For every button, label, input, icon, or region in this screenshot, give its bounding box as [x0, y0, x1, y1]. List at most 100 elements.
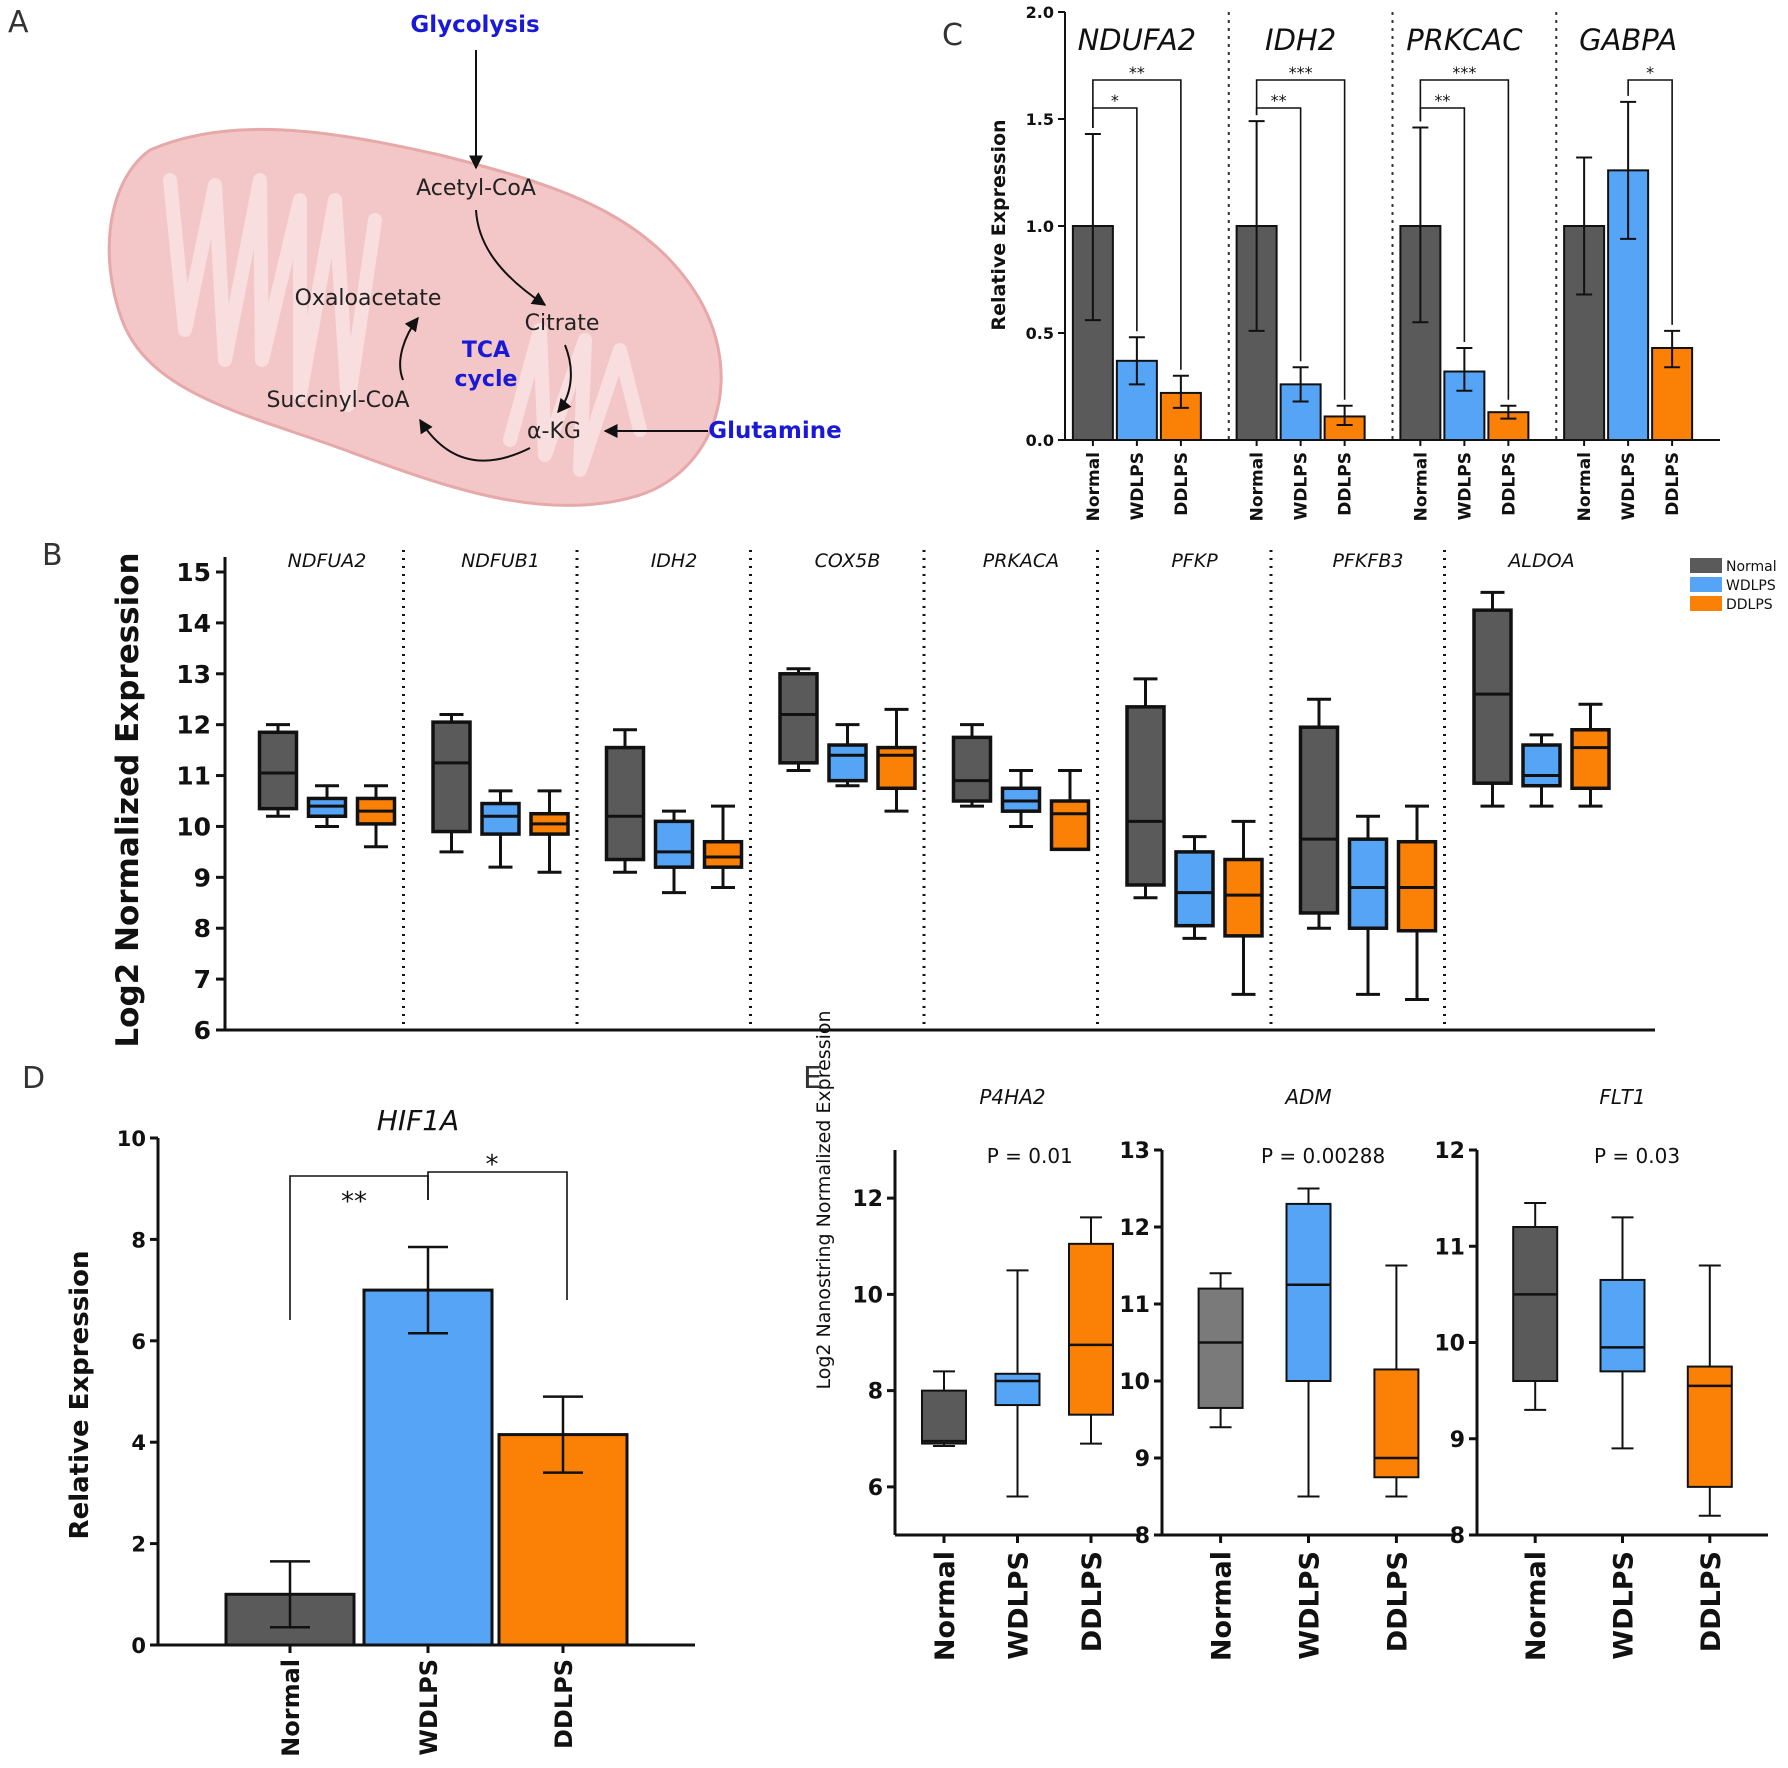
glycolysis-label: Glycolysis [410, 12, 539, 38]
panel-e-xtick-label: Normal [1207, 1551, 1238, 1661]
panel-c-gene-title: NDUFA2 [1078, 23, 1197, 57]
panel-c-xtick-label: DDLPS [1663, 452, 1683, 516]
panel-d-ytick-label: 8 [131, 1228, 146, 1252]
panel-b-gene-title: PFKFB3 [1333, 550, 1404, 572]
panel-label-c: C [942, 18, 963, 53]
panel-d-ytick-label: 2 [131, 1533, 146, 1557]
panel-b-box [1472, 608, 1513, 785]
panel-e: E Log2 Nanostring Normalized Expression … [803, 1010, 1768, 1661]
panel-c-xtick-label: WDLPS [1455, 452, 1475, 520]
panel-b-box [1125, 705, 1166, 887]
panel-e-xtick-label: WDLPS [1004, 1551, 1035, 1660]
panel-c-significance-bracket [1255, 79, 1346, 400]
panel-c: C Relative Expression 0.0 0.5 1.0 1.5 2.0 NDU… [942, 3, 1720, 521]
panel-c-xtick-label: DDLPS [1499, 452, 1519, 516]
panel-e-ytick-label: 6 [868, 1476, 883, 1501]
tca-label-line2: cycle [455, 367, 518, 392]
panel-c-xtick-label: WDLPS [1128, 452, 1148, 520]
panel-e-ytick-label: 9 [1450, 1428, 1465, 1453]
panel-b-box [1174, 850, 1215, 928]
panel-b-box [1049, 799, 1091, 852]
panel-e-pvalue: P = 0.00288 [1261, 1144, 1385, 1168]
panel-c-xtick-label: DDLPS [1336, 452, 1356, 516]
panel-b-gene-title: NDFUB1 [461, 550, 540, 572]
panel-b-gene-title: ALDOA [1506, 550, 1574, 572]
panel-c-significance-label: *** [1289, 63, 1313, 82]
panel-label-b: B [42, 538, 63, 573]
panel-d-title: HIF1A [377, 1104, 459, 1137]
panel-c-ytick-label: 1.0 [1026, 217, 1054, 236]
panel-e-ytick-label: 10 [1119, 1370, 1150, 1395]
panel-e-ytick-label: 8 [1135, 1524, 1150, 1549]
panel-b-legend-label: DDLPS [1726, 597, 1773, 613]
panel-e-box [921, 1389, 967, 1445]
panel-c-xtick-label: Normal [1084, 452, 1104, 521]
panel-e-gene-title: FLT1 [1599, 1085, 1645, 1109]
panel-b-box [653, 819, 695, 869]
panel-c-significance-label: ** [1434, 91, 1450, 110]
panel-b-ytick-label: 14 [176, 609, 211, 638]
panel-e-gene-title: P4HA2 [979, 1085, 1045, 1109]
mitochondrion-cristae [163, 173, 647, 477]
panel-c-xtick-label: DDLPS [1172, 452, 1192, 516]
panel-e-ytick-label: 8 [1450, 1524, 1465, 1549]
panel-c-ytick-label: 2.0 [1026, 3, 1054, 22]
panel-c-gene-title: IDH2 [1265, 23, 1336, 57]
panel-label-e: E [803, 1061, 822, 1096]
panel-d-significance-bracket [427, 1171, 568, 1300]
panel-d-xtick-label: DDLPS [550, 1659, 578, 1749]
panel-c-significance-label: * [1646, 63, 1654, 82]
panel-d-ylabel: Relative Expression [65, 1251, 95, 1540]
panel-c-ylabel: Relative Expression [988, 119, 1010, 330]
panel-c-xtick-label: WDLPS [1292, 452, 1312, 520]
panel-b-gene-title: IDH2 [651, 550, 698, 572]
panel-b-ytick-label: 8 [194, 914, 211, 943]
panel-b-box [1298, 725, 1340, 915]
panel-b-box [604, 745, 646, 862]
panel-d-significance-label: ** [341, 1187, 367, 1217]
panel-b-legend-label: Normal [1726, 559, 1777, 575]
panel-c-significance-label: ** [1271, 91, 1287, 110]
panel-d: D HIF1A Relative Expression 0 2 4 6 8 10 Norma… [22, 1061, 695, 1757]
panel-e-gene-title: ADM [1283, 1085, 1331, 1109]
panel-b-legend-swatch [1690, 577, 1722, 592]
panel-label-d: D [22, 1061, 45, 1096]
panel-b-ytick-label: 11 [176, 762, 211, 791]
panel-b-ytick-label: 15 [176, 558, 211, 587]
panel-c-gene-title: PRKCAC [1406, 23, 1523, 57]
panel-c-ytick-label: 1.5 [1026, 110, 1054, 129]
panel-a: A Glycolysis Acetyl-CoA Oxaloacetate Cit… [8, 5, 842, 507]
panel-c-xtick-label: Normal [1575, 452, 1595, 521]
panel-c-significance-bracket [1419, 79, 1510, 400]
panel-e-box [1373, 1368, 1420, 1479]
panel-b-ylabel: Log2 Normalized Expression [110, 552, 146, 1047]
panel-e-xtick-label: DDLPS [1077, 1551, 1108, 1652]
panel-c-ytick-label: 0.0 [1026, 431, 1054, 450]
panel-c-significance-label: ** [1129, 63, 1145, 82]
panel-d-ytick-label: 0 [131, 1634, 146, 1658]
panel-e-ytick-label: 10 [852, 1283, 883, 1308]
panel-b-box [1347, 837, 1389, 930]
panel-label-a: A [8, 5, 29, 40]
panel-e-box [1285, 1202, 1332, 1383]
panel-e-pvalue: P = 0.03 [1594, 1144, 1680, 1168]
panel-e-xtick-label: DDLPS [1382, 1551, 1413, 1652]
panel-b-ytick-label: 7 [194, 965, 211, 994]
panel-c-ytick-label: 0.5 [1026, 324, 1054, 343]
panel-c-gene-title: GABPA [1579, 23, 1677, 57]
panel-d-ytick-label: 10 [117, 1127, 146, 1151]
panel-e-ytick-label: 10 [1434, 1332, 1465, 1357]
panel-d-bar [362, 1288, 494, 1647]
panel-e-xtick-label: WDLPS [1609, 1551, 1640, 1660]
panel-e-ytick-label: 12 [1119, 1216, 1150, 1241]
panel-e-xtick-label: WDLPS [1295, 1551, 1326, 1660]
panel-e-ytick-label: 11 [1434, 1235, 1465, 1260]
panel-b-ytick-label: 9 [194, 863, 211, 892]
panel-e-xtick-label: Normal [1521, 1551, 1552, 1661]
panel-b-legend-swatch [1690, 596, 1722, 611]
panel-e-box [1599, 1278, 1646, 1373]
panel-d-xtick-label: Normal [277, 1659, 305, 1757]
panel-d-xtick-label: WDLPS [415, 1659, 443, 1756]
panel-b-gene-title: NDFUA2 [288, 550, 367, 572]
